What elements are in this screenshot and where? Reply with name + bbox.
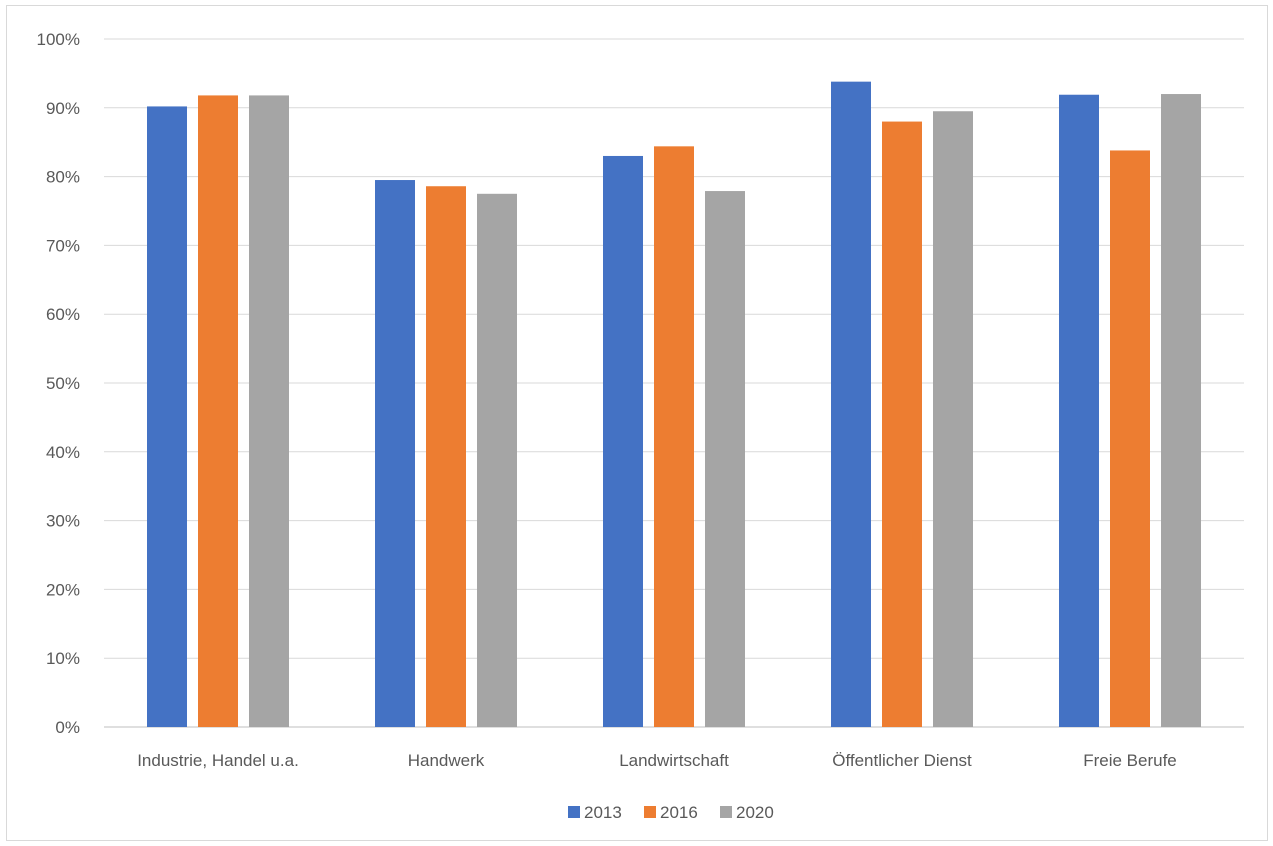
bar-2013: [831, 81, 871, 727]
legend-swatch-2016: [644, 806, 656, 818]
bar-2016: [198, 95, 238, 727]
x-category-label: Landwirtschaft: [619, 751, 729, 770]
y-tick-label: 90%: [46, 99, 80, 118]
y-tick-label: 80%: [46, 168, 80, 187]
bar-2013: [147, 106, 187, 727]
y-tick-label: 50%: [46, 374, 80, 393]
bars: [147, 81, 1201, 728]
legend: 2013 2016 2020: [568, 803, 774, 822]
bar-2020: [477, 193, 517, 728]
bar-2020: [933, 111, 973, 728]
x-category-label: Handwerk: [408, 751, 485, 770]
chart-area: 0% 10% 20% 30% 40% 50% 60% 70% 80% 90% 100% Indust…: [6, 5, 1268, 841]
y-tick-label: 20%: [46, 580, 80, 599]
y-tick-label: 70%: [46, 236, 80, 255]
bar-2013: [603, 155, 643, 727]
y-tick-label: 60%: [46, 305, 80, 324]
legend-swatch-2013: [568, 806, 580, 818]
y-tick-label: 0%: [55, 718, 80, 737]
legend-label: 2013: [584, 803, 622, 822]
bar-2016: [1110, 150, 1150, 727]
bar-2016: [882, 121, 922, 727]
bar-2013: [375, 180, 415, 728]
x-axis-category-labels: Industrie, Handel u.a. Handwerk Landwirtsc…: [137, 751, 1177, 770]
bar-2020: [705, 191, 745, 728]
y-tick-label: 40%: [46, 443, 80, 462]
x-category-label: Öffentlicher Dienst: [832, 751, 972, 770]
y-tick-label: 100%: [37, 30, 80, 49]
x-category-label: Industrie, Handel u.a.: [137, 751, 299, 770]
bar-2016: [654, 146, 694, 727]
legend-swatch-2020: [720, 806, 732, 818]
y-tick-label: 30%: [46, 512, 80, 531]
bar-2013: [1059, 94, 1099, 727]
y-tick-label: 10%: [46, 649, 80, 668]
x-category-label: Freie Berufe: [1083, 751, 1177, 770]
bar-2020: [249, 95, 289, 727]
bar-2016: [426, 186, 466, 727]
y-axis-tick-labels: 0% 10% 20% 30% 40% 50% 60% 70% 80% 90% 100%: [37, 30, 80, 737]
bar-chart: 0% 10% 20% 30% 40% 50% 60% 70% 80% 90% 100% Indust…: [37, 30, 1244, 822]
legend-label: 2020: [736, 803, 774, 822]
legend-label: 2016: [660, 803, 698, 822]
bar-2020: [1161, 94, 1201, 728]
